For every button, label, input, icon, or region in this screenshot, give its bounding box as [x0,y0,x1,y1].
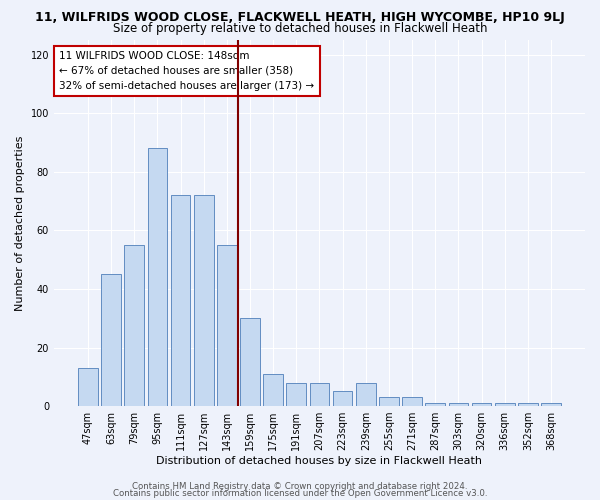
Bar [286,382,306,406]
Bar [263,374,283,406]
Bar [124,245,144,406]
Bar [472,403,491,406]
Bar [310,382,329,406]
Bar [78,368,98,406]
Bar [194,195,214,406]
Text: 11, WILFRIDS WOOD CLOSE, FLACKWELL HEATH, HIGH WYCOMBE, HP10 9LJ: 11, WILFRIDS WOOD CLOSE, FLACKWELL HEATH… [35,11,565,24]
Bar [541,403,561,406]
Bar [240,318,260,406]
Bar [101,274,121,406]
Bar [379,398,399,406]
Text: 11 WILFRIDS WOOD CLOSE: 148sqm
← 67% of detached houses are smaller (358)
32% of: 11 WILFRIDS WOOD CLOSE: 148sqm ← 67% of … [59,51,314,90]
Bar [148,148,167,406]
Bar [425,403,445,406]
Text: Size of property relative to detached houses in Flackwell Heath: Size of property relative to detached ho… [113,22,487,35]
Bar [449,403,468,406]
Text: Contains HM Land Registry data © Crown copyright and database right 2024.: Contains HM Land Registry data © Crown c… [132,482,468,491]
Y-axis label: Number of detached properties: Number of detached properties [15,136,25,310]
Bar [333,392,352,406]
Bar [518,403,538,406]
Bar [495,403,515,406]
Bar [402,398,422,406]
X-axis label: Distribution of detached houses by size in Flackwell Heath: Distribution of detached houses by size … [157,456,482,466]
Bar [356,382,376,406]
Bar [217,245,236,406]
Bar [170,195,190,406]
Text: Contains public sector information licensed under the Open Government Licence v3: Contains public sector information licen… [113,489,487,498]
